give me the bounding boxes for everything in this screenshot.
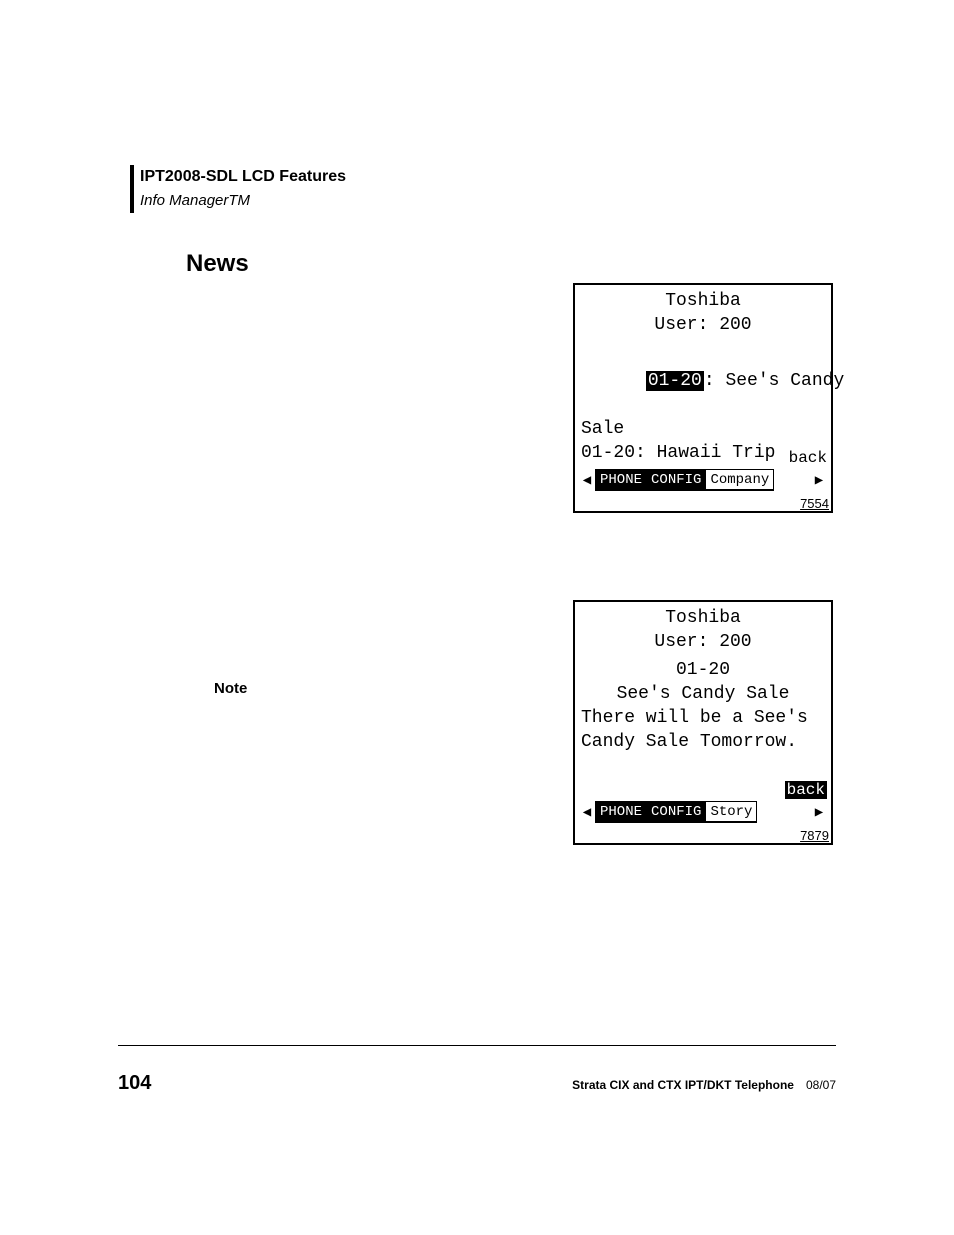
right-arrow-icon[interactable]: ▶ [811, 801, 827, 823]
tab-phone[interactable]: PHONE [595, 801, 647, 823]
lcd2-body2: Candy Sale Tomorrow. [575, 730, 831, 754]
lcd-screen-news-detail: Toshiba User: 200 01-20 See's Candy Sale… [573, 600, 833, 845]
lcd2-date: 01-20 [575, 658, 831, 682]
lcd1-item1-line2: Sale [575, 417, 831, 441]
lcd2-user: User: 200 [575, 630, 831, 654]
lcd1-back-softkey[interactable]: back [789, 449, 827, 467]
lcd1-user: User: 200 [575, 313, 831, 337]
left-arrow-icon[interactable]: ◀ [579, 469, 595, 491]
section-title: News [186, 250, 249, 278]
tab-config[interactable]: CONFIG [646, 801, 706, 823]
document-page: IPT2008-SDL LCD Features Info ManagerTM … [0, 0, 954, 1235]
right-arrow-icon[interactable]: ▶ [811, 469, 827, 491]
footer-doc-title: Strata CIX and CTX IPT/DKT Telephone [572, 1078, 794, 1092]
lcd1-item1-text: See's Candy [725, 371, 844, 391]
tab-phone[interactable]: PHONE [595, 469, 647, 491]
left-arrow-icon[interactable]: ◀ [579, 801, 595, 823]
header-title: IPT2008-SDL LCD Features [140, 168, 346, 186]
footer-date: 08/07 [806, 1078, 836, 1092]
lcd1-brand: Toshiba [575, 289, 831, 313]
lcd2-back-softkey[interactable]: back [785, 781, 827, 799]
lcd1-item1[interactable]: 01-20: See's Candy [575, 345, 831, 417]
lcd1-ref-number: 7554 [800, 496, 829, 511]
lcd1-item1-date: 01-20 [646, 371, 704, 391]
header-subtitle: Info ManagerTM [140, 192, 250, 209]
lcd1-item1-sep: : [704, 371, 726, 391]
lcd2-back-label: back [785, 781, 827, 799]
lcd2-brand: Toshiba [575, 606, 831, 630]
note-label: Note [214, 680, 247, 697]
tab-story[interactable]: Story [705, 801, 757, 823]
lcd2-tabbar: ◀ PHONE CONFIG Story ▶ [579, 801, 827, 823]
lcd2-ref-number: 7879 [800, 828, 829, 843]
lcd2-title: See's Candy Sale [575, 682, 831, 706]
tab-config[interactable]: CONFIG [646, 469, 706, 491]
page-number: 104 [118, 1072, 151, 1095]
lcd-screen-news-list: Toshiba User: 200 01-20: See's Candy Sal… [573, 283, 833, 513]
lcd2-body1: There will be a See's [575, 706, 831, 730]
lcd1-tabbar: ◀ PHONE CONFIG Company ▶ [579, 469, 827, 491]
footer-rule [118, 1045, 836, 1046]
tab-company[interactable]: Company [705, 469, 774, 491]
footer-text: Strata CIX and CTX IPT/DKT Telephone 08/0… [572, 1078, 836, 1092]
header-rule [130, 165, 134, 213]
